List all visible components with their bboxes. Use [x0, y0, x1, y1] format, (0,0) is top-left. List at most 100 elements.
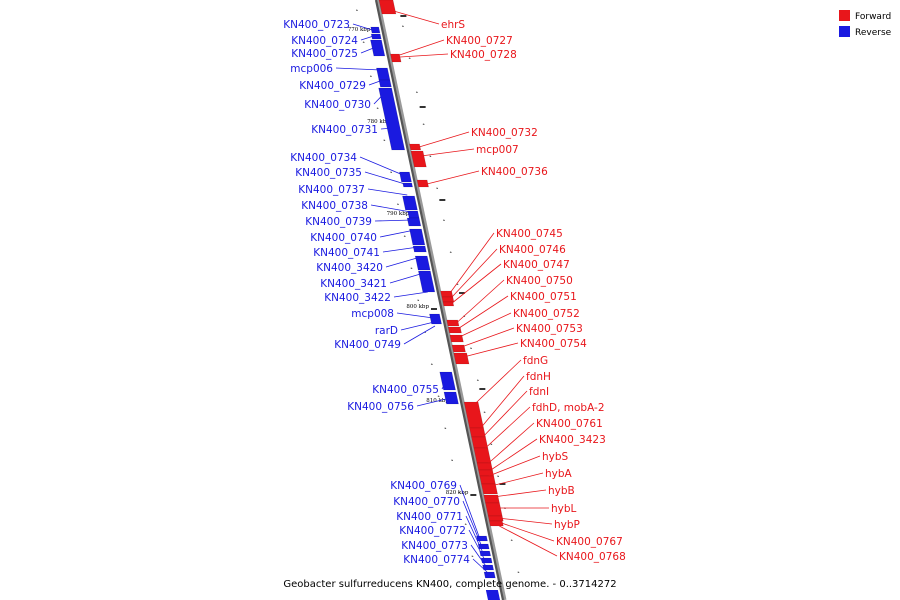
- reverse-gene-label[interactable]: KN400_0737: [298, 184, 365, 196]
- forward-gene-label[interactable]: hybS: [542, 451, 569, 463]
- forward-gene-block[interactable]: [442, 301, 455, 307]
- reverse-gene-label[interactable]: KN400_0738: [301, 200, 368, 212]
- reverse-gene-label[interactable]: rarD: [375, 325, 398, 337]
- reverse-gene-block[interactable]: [409, 228, 426, 246]
- reverse-gene-block[interactable]: [412, 245, 427, 253]
- forward-gene-block[interactable]: [390, 53, 402, 63]
- reverse-gene-label[interactable]: KN400_0730: [304, 99, 371, 111]
- forward-gene-label[interactable]: KN400_0768: [559, 551, 626, 563]
- forward-gene-block[interactable]: [378, 0, 397, 15]
- reverse-gene-block[interactable]: [406, 217, 422, 227]
- forward-gene-label[interactable]: KN400_0732: [471, 127, 538, 139]
- forward-gene-block[interactable]: [447, 326, 462, 334]
- reverse-gene-label[interactable]: mcp008: [351, 308, 394, 320]
- forward-gene-block[interactable]: [451, 344, 466, 353]
- forward-gene-block[interactable]: [479, 475, 496, 485]
- forward-gene-label[interactable]: KN400_0747: [503, 259, 570, 271]
- forward-gene-block[interactable]: [473, 447, 492, 464]
- forward-gene-block[interactable]: [483, 494, 500, 504]
- forward-gene-label[interactable]: KN400_0754: [520, 338, 587, 350]
- reverse-gene-block[interactable]: [439, 371, 456, 391]
- forward-gene-label[interactable]: KN400_0736: [481, 166, 548, 178]
- forward-gene-label[interactable]: KN400_0745: [496, 228, 563, 240]
- reverse-gene-block[interactable]: [370, 26, 381, 34]
- reverse-gene-label[interactable]: KN400_0725: [291, 48, 358, 60]
- reverse-gene-label[interactable]: KN400_0740: [310, 232, 377, 244]
- forward-gene-label[interactable]: KN400_0761: [536, 418, 603, 430]
- reverse-gene-block[interactable]: [443, 391, 459, 405]
- reverse-gene-block[interactable]: [414, 255, 431, 271]
- forward-gene-block[interactable]: [449, 334, 464, 343]
- forward-gene-label[interactable]: ehrS: [441, 19, 465, 31]
- reverse-gene-label[interactable]: KN400_0741: [313, 247, 380, 259]
- forward-gene-label[interactable]: KN400_3423: [539, 434, 606, 446]
- reverse-gene-block[interactable]: [378, 79, 392, 88]
- forward-gene-block[interactable]: [410, 150, 427, 168]
- reverse-gene-block[interactable]: [370, 39, 386, 57]
- reverse-gene-label[interactable]: KN400_0770: [393, 496, 460, 508]
- forward-gene-block[interactable]: [471, 436, 489, 449]
- reverse-gene-block[interactable]: [429, 313, 442, 325]
- reverse-gene-label[interactable]: KN400_0729: [299, 80, 366, 92]
- forward-gene-block[interactable]: [416, 179, 429, 188]
- forward-gene-label[interactable]: KN400_0750: [506, 275, 573, 287]
- reverse-gene-label[interactable]: KN400_0755: [372, 384, 439, 396]
- reverse-gene-label[interactable]: KN400_0735: [295, 167, 362, 179]
- forward-gene-block[interactable]: [469, 427, 486, 438]
- forward-gene-block[interactable]: [488, 520, 504, 527]
- forward-gene-label[interactable]: fdnG: [523, 355, 548, 367]
- forward-gene-block[interactable]: [485, 502, 503, 517]
- forward-gene-block[interactable]: [453, 352, 470, 365]
- forward-gene-block[interactable]: [476, 462, 493, 471]
- reverse-gene-label[interactable]: KN400_0749: [334, 339, 401, 351]
- forward-gene-label[interactable]: mcp007: [476, 144, 519, 156]
- forward-gene-label[interactable]: KN400_0746: [499, 244, 566, 256]
- forward-gene-label[interactable]: hybL: [551, 503, 577, 515]
- forward-gene-label[interactable]: KN400_0751: [510, 291, 577, 303]
- reverse-gene-label[interactable]: KN400_0723: [283, 19, 350, 31]
- reverse-gene-label[interactable]: KN400_0724: [291, 35, 358, 47]
- forward-gene-block[interactable]: [446, 319, 460, 327]
- forward-gene-label[interactable]: KN400_0752: [513, 308, 580, 320]
- reverse-gene-label[interactable]: KN400_0769: [390, 480, 457, 492]
- reverse-gene-block[interactable]: [376, 67, 391, 81]
- forward-gene-label[interactable]: hybA: [545, 468, 573, 480]
- forward-gene-block[interactable]: [487, 515, 504, 522]
- reverse-gene-block[interactable]: [417, 270, 436, 293]
- reverse-gene-label[interactable]: KN400_0756: [347, 401, 414, 413]
- reverse-gene-label[interactable]: KN400_0773: [401, 540, 468, 552]
- reverse-gene-label[interactable]: mcp006: [290, 63, 333, 75]
- reverse-gene-block[interactable]: [402, 182, 413, 188]
- reverse-gene-label[interactable]: KN400_3420: [316, 262, 383, 274]
- reverse-gene-block[interactable]: [483, 571, 496, 579]
- forward-gene-block[interactable]: [481, 483, 498, 495]
- forward-gene-label[interactable]: hybP: [554, 519, 580, 531]
- reverse-gene-block[interactable]: [407, 210, 420, 219]
- forward-gene-label[interactable]: KN400_0753: [516, 323, 583, 335]
- forward-gene-block[interactable]: [440, 290, 454, 298]
- forward-gene-label[interactable]: fdnI: [529, 386, 549, 398]
- forward-gene-label[interactable]: KN400_0767: [556, 536, 623, 548]
- forward-gene-block[interactable]: [409, 143, 422, 151]
- forward-gene-block[interactable]: [441, 296, 455, 303]
- reverse-gene-leader: [396, 312, 434, 319]
- reverse-gene-label[interactable]: KN400_0731: [311, 124, 378, 136]
- reverse-gene-label[interactable]: KN400_3421: [320, 278, 387, 290]
- reverse-gene-block[interactable]: [378, 87, 406, 151]
- reverse-gene-block[interactable]: [370, 33, 382, 40]
- reverse-gene-block[interactable]: [480, 557, 493, 564]
- forward-gene-label[interactable]: KN400_0727: [446, 35, 513, 47]
- forward-gene-label[interactable]: fdhD, mobA-2: [532, 402, 605, 414]
- reverse-gene-label[interactable]: KN400_0774: [403, 554, 470, 566]
- reverse-gene-label[interactable]: KN400_0772: [399, 525, 466, 537]
- reverse-gene-block[interactable]: [402, 195, 418, 211]
- reverse-gene-label[interactable]: KN400_0734: [290, 152, 357, 164]
- reverse-gene-label[interactable]: KN400_3422: [324, 292, 391, 304]
- reverse-gene-block[interactable]: [485, 590, 501, 600]
- forward-gene-label[interactable]: fdnH: [526, 371, 551, 383]
- reverse-gene-label[interactable]: KN400_0771: [396, 511, 463, 523]
- reverse-gene-label[interactable]: KN400_0739: [305, 216, 372, 228]
- forward-gene-label[interactable]: KN400_0728: [450, 49, 517, 61]
- forward-gene-label[interactable]: hybB: [548, 485, 575, 497]
- reverse-gene-block[interactable]: [399, 171, 412, 183]
